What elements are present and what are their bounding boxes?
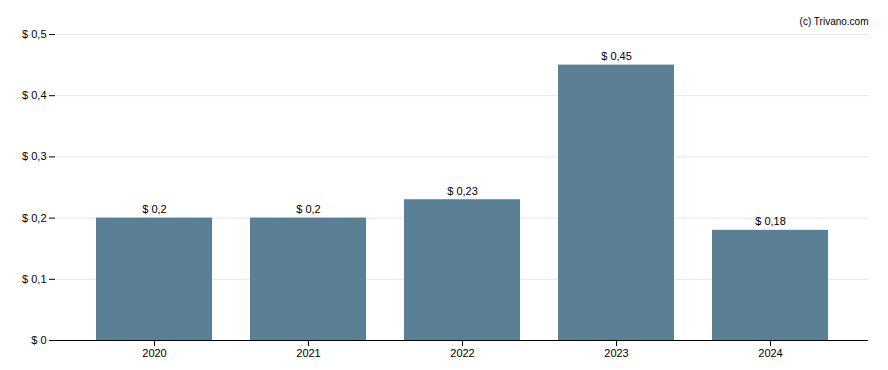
svg-text:2024: 2024 [758,347,782,359]
svg-text:$ 0,1: $ 0,1 [22,273,46,285]
svg-text:$ 0,4: $ 0,4 [22,89,46,101]
svg-text:$ 0,2: $ 0,2 [142,203,166,215]
svg-text:$ 0,23: $ 0,23 [447,185,478,197]
svg-text:2023: 2023 [604,347,628,359]
svg-text:$ 0,45: $ 0,45 [601,50,632,62]
svg-text:$ 0,5: $ 0,5 [22,28,46,40]
svg-text:2021: 2021 [296,347,320,359]
svg-text:$ 0: $ 0 [31,334,46,346]
svg-text:$ 0,2: $ 0,2 [22,212,46,224]
svg-text:$ 0,2: $ 0,2 [296,203,320,215]
svg-text:(c) Trivano.com: (c) Trivano.com [800,16,869,27]
svg-text:$ 0,3: $ 0,3 [22,150,46,162]
svg-text:2020: 2020 [142,347,166,359]
svg-text:2022: 2022 [450,347,474,359]
svg-text:$ 0,18: $ 0,18 [755,215,786,227]
